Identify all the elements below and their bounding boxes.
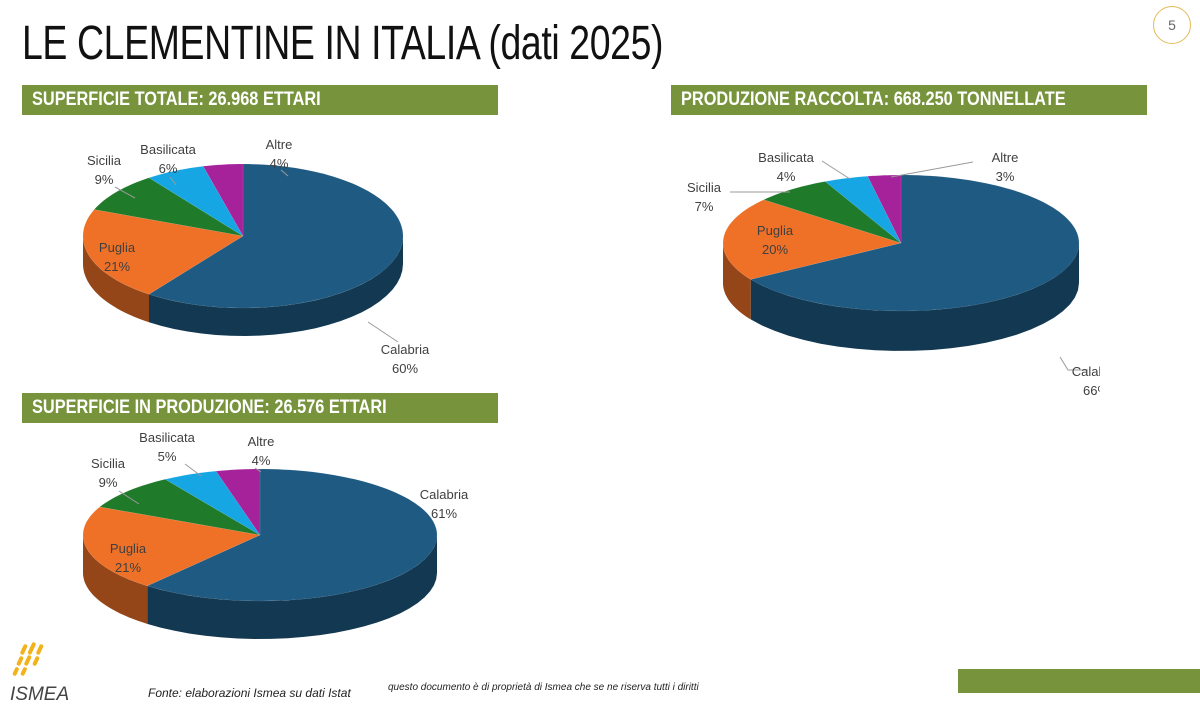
pie-chart-superficie-totale: Calabria 60% Puglia 21% Sicilia 9% Basilicata 6… (82, 137, 430, 376)
slice-value-basilicata: 6% (159, 161, 178, 176)
slice-label-calabria: Calabria (381, 342, 430, 357)
leader-line-calabria (1059, 356, 1088, 371)
slice-basilicata (824, 175, 902, 244)
leader-line-altre (254, 467, 262, 473)
pie-sides (83, 236, 403, 336)
slice-value-basilicata: 5% (158, 449, 177, 464)
slice-puglia (82, 209, 244, 295)
footer-accent-bar (958, 669, 1200, 693)
leader-line-basilicata (821, 160, 851, 180)
slice-side-puglia (83, 535, 148, 624)
slice-label-basilicata: Basilicata (758, 150, 814, 165)
copyright-note: questo documento è di proprietà di Ismea… (388, 682, 699, 693)
slice-basilicata (148, 166, 244, 237)
slice-label-calabria: Calabria (420, 487, 469, 502)
chart-title-superficie-totale: SUPERFICIE TOTALE: 26.968 ETTARI (22, 85, 498, 115)
slice-value-altre: 4% (270, 156, 289, 171)
slice-calabria (146, 468, 438, 602)
slice-side-calabria (750, 243, 1079, 351)
slice-puglia (722, 199, 902, 280)
slice-label-basilicata: Basilicata (139, 430, 195, 445)
slice-side-puglia (723, 243, 751, 320)
pie-top (82, 163, 404, 309)
slice-altre (202, 163, 244, 237)
slice-label-altre: Altre (266, 137, 293, 152)
slice-sicilia (99, 479, 261, 536)
source-note: Fonte: elaborazioni Ismea su dati Istat (148, 686, 351, 700)
leader-line-sicilia (118, 490, 140, 505)
slice-value-puglia: 21% (115, 560, 141, 575)
leader-line-basilicata (169, 176, 177, 186)
slice-label-basilicata: Basilicata (140, 142, 196, 157)
slice-value-calabria: 66% (1083, 383, 1100, 398)
slice-value-altre: 3% (996, 169, 1015, 184)
slice-value-altre: 4% (252, 453, 271, 468)
slice-label-sicilia: Sicilia (687, 180, 722, 195)
pie-chart-produzione-raccolta: Calabria 66% Puglia 20% Sicilia 7% Basilicata 4… (687, 150, 1100, 398)
slice-value-puglia: 20% (762, 242, 788, 257)
slice-side-puglia (83, 236, 149, 323)
chart-title-superficie-produzione: SUPERFICIE IN PRODUZIONE: 26.576 ETTARI (22, 393, 498, 423)
slice-value-sicilia: 7% (695, 199, 714, 214)
pie-top (722, 174, 1080, 312)
slice-value-basilicata: 4% (777, 169, 796, 184)
leader-line-sicilia (114, 186, 136, 199)
page-number: 5 (1153, 6, 1191, 44)
slice-value-calabria: 61% (431, 506, 457, 521)
slice-value-sicilia: 9% (99, 475, 118, 490)
slice-calabria (148, 163, 404, 309)
pie-top (82, 468, 438, 602)
slice-label-puglia: Puglia (99, 240, 136, 255)
pie-sides (83, 535, 437, 639)
slice-label-puglia: Puglia (110, 541, 147, 556)
leader-line-basilicata (184, 463, 202, 477)
leader-line-calabria (367, 321, 399, 343)
slice-label-sicilia: Sicilia (87, 153, 122, 168)
slice-altre (867, 174, 902, 244)
slice-label-puglia: Puglia (757, 223, 794, 238)
slice-side-calabria (147, 535, 437, 639)
slice-value-sicilia: 9% (95, 172, 114, 187)
slice-value-puglia: 21% (104, 259, 130, 274)
slice-basilicata (164, 470, 261, 536)
slice-label-sicilia: Sicilia (91, 456, 126, 471)
pie-chart-superficie-produzione: Calabria 61% Puglia 21% Sicilia 9% Basilicata 5… (82, 430, 469, 639)
ismea-logo: ISMEA (10, 642, 69, 704)
slice-puglia (82, 506, 261, 587)
slice-label-altre: Altre (992, 150, 1019, 165)
slice-value-calabria: 60% (392, 361, 418, 376)
page-title: LE CLEMENTINE IN ITALIA (dati 2025) (22, 17, 664, 70)
svg-text:ISMEA: ISMEA (10, 684, 69, 704)
leader-line-altre (890, 161, 974, 178)
slice-sicilia (93, 177, 244, 237)
chart-title-produzione-raccolta: PRODUZIONE RACCOLTA: 668.250 TONNELLATE (671, 85, 1147, 115)
pie-sides (723, 243, 1079, 351)
slice-label-altre: Altre (248, 434, 275, 449)
slice-label-calabria: Calabria (1072, 364, 1100, 379)
slice-sicilia (763, 181, 902, 244)
leader-line-altre (280, 169, 289, 177)
slice-side-calabria (149, 236, 403, 336)
slice-calabria (750, 174, 1080, 312)
